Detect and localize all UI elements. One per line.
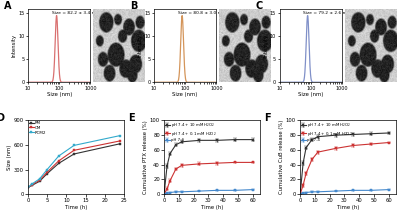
PCM2	[118, 134, 122, 137]
Text: Size = 82.2 ± 3.4 nm: Size = 82.2 ± 3.4 nm	[52, 11, 98, 15]
Legend: pH 7.4 + 10 mM H$_2$O$_2$, pH 7.4 + 0.1 mM H$_2$O$_2$, pH 7.4: pH 7.4 + 10 mM H$_2$O$_2$, pH 7.4 + 0.1 …	[301, 121, 352, 142]
X-axis label: Time (h): Time (h)	[65, 204, 87, 209]
Text: E: E	[128, 113, 134, 123]
Y-axis label: Intensity: Intensity	[264, 34, 268, 57]
PCM2	[45, 168, 50, 171]
PM	[56, 162, 61, 165]
Text: Size = 80.8 ± 3.0 nm: Size = 80.8 ± 3.0 nm	[178, 11, 224, 15]
PCM2	[72, 144, 76, 147]
Text: B: B	[130, 1, 138, 11]
Text: C: C	[256, 1, 263, 11]
CM	[30, 184, 34, 186]
Line: CM: CM	[27, 140, 121, 189]
PM	[26, 186, 30, 189]
PM	[72, 153, 76, 155]
CM	[26, 186, 30, 189]
Legend: pH 7.4 + 10 mM H$_2$O$_2$, pH 7.4 + 0.1 mM H$_2$O$_2$, pH 7.4: pH 7.4 + 10 mM H$_2$O$_2$, pH 7.4 + 0.1 …	[165, 121, 216, 142]
Y-axis label: Intensity: Intensity	[138, 34, 143, 57]
Y-axis label: Cumulative CuB release (%): Cumulative CuB release (%)	[280, 120, 284, 194]
PM	[37, 180, 42, 183]
PM	[45, 172, 50, 175]
PCM2	[37, 178, 42, 180]
Text: A: A	[4, 1, 12, 11]
X-axis label: Time (h): Time (h)	[337, 204, 359, 209]
PM	[30, 184, 34, 187]
CM	[72, 149, 76, 152]
Y-axis label: Intensity: Intensity	[12, 34, 17, 57]
PM	[118, 143, 122, 145]
X-axis label: Time (h): Time (h)	[201, 204, 223, 209]
X-axis label: Size (nm): Size (nm)	[298, 92, 324, 97]
X-axis label: Size (nm): Size (nm)	[172, 92, 198, 97]
PCM2	[26, 186, 30, 189]
PCM2	[56, 155, 61, 157]
CM	[118, 140, 122, 142]
Line: PM: PM	[27, 142, 121, 189]
Y-axis label: Size (nm): Size (nm)	[7, 145, 12, 170]
Text: Size = 79.2 ± 2.6 nm: Size = 79.2 ± 2.6 nm	[303, 11, 350, 15]
Text: F: F	[264, 113, 270, 123]
PCM2	[30, 183, 34, 185]
X-axis label: Size (nm): Size (nm)	[46, 92, 72, 97]
CM	[56, 160, 61, 162]
CM	[37, 179, 42, 182]
Text: D: D	[0, 113, 4, 123]
Legend: PM, CM, PCM2: PM, CM, PCM2	[29, 121, 46, 135]
Line: PCM2: PCM2	[27, 134, 121, 189]
CM	[45, 171, 50, 174]
Y-axis label: Cumulative PTX release (%): Cumulative PTX release (%)	[144, 120, 148, 194]
